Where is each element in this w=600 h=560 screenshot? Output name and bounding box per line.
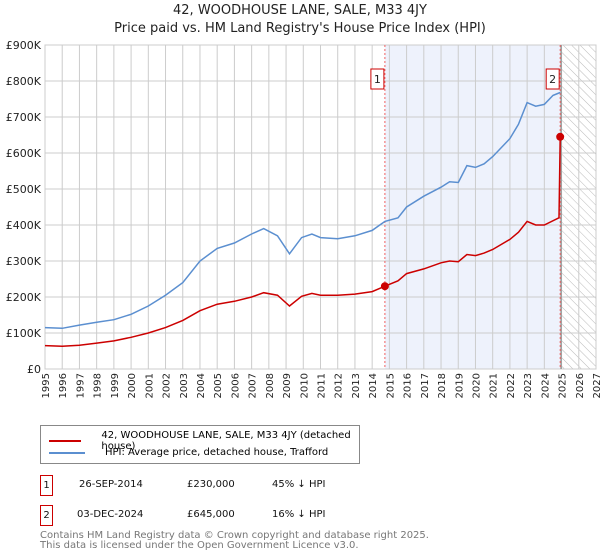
- legend-blue-line: [49, 451, 85, 454]
- x-tick-label: 1996: [58, 373, 69, 398]
- x-tick-label: 2021: [489, 373, 500, 398]
- annotation-label: 2: [549, 73, 556, 86]
- x-tick-label: 2004: [196, 373, 207, 398]
- x-tick-label: 2011: [317, 373, 328, 398]
- plot-frame: [44, 44, 597, 370]
- x-tick-label: 2019: [454, 373, 465, 398]
- x-tick-label: 2016: [403, 373, 414, 398]
- hpi-line: [44, 91, 561, 330]
- footer-copyright: Contains HM Land Registry data © Crown c…: [40, 530, 429, 541]
- y-tick-label: £200K: [6, 291, 42, 304]
- annotation-box: [545, 68, 560, 90]
- x-tick-label: 2000: [127, 373, 138, 398]
- x-tick-label: 2010: [299, 373, 310, 398]
- shaded-period: [384, 45, 561, 369]
- legend: 42, WOODHOUSE LANE, SALE, M33 4JY (detac…: [40, 425, 360, 464]
- x-tick-label: 2002: [162, 373, 173, 398]
- transaction-price: £230,000: [187, 479, 235, 490]
- y-tick-label: £700K: [6, 111, 42, 124]
- annotation-label: 1: [374, 73, 381, 86]
- y-tick-label: £400K: [6, 219, 42, 232]
- x-tick-label: 2001: [144, 373, 155, 398]
- x-tick-label: 2006: [230, 373, 241, 398]
- sale-point: [556, 132, 565, 141]
- legend-red-line: [49, 440, 82, 442]
- x-tick-label: 2003: [179, 373, 190, 398]
- transaction-row: 1 26-SEP-2014 £230,000 45% ↓ HPI: [40, 475, 440, 497]
- transaction-date: 03-DEC-2024: [77, 509, 144, 520]
- footer-licence: This data is licensed under the Open Gov…: [40, 540, 359, 551]
- x-tick-label: 2015: [385, 373, 396, 398]
- x-tick-label: 2014: [368, 373, 379, 398]
- transaction-hpi: 45% ↓ HPI: [272, 479, 326, 490]
- x-tick-label: 2009: [282, 373, 293, 398]
- x-tick-label: 2026: [575, 373, 586, 398]
- marker-badge: 2: [40, 505, 53, 526]
- x-tick-label: 2027: [592, 373, 600, 398]
- x-tick-label: 2012: [334, 373, 345, 398]
- annotation-box: [370, 68, 385, 90]
- x-tick-label: 2008: [265, 373, 276, 398]
- transaction-date: 26-SEP-2014: [79, 479, 143, 490]
- x-tick-label: 1998: [93, 373, 104, 398]
- chart-subtitle: Price paid vs. HM Land Registry's House …: [114, 21, 486, 36]
- chart-title: 42, WOODHOUSE LANE, SALE, M33 4JY: [173, 3, 427, 18]
- x-tick-label: 2017: [420, 373, 431, 398]
- sale-point: [380, 282, 389, 291]
- price-chart: 1995 1996 1997 1998 1999 2000 2001 2002 2003 2004…: [6, 39, 600, 398]
- x-tick-label: 1999: [110, 373, 121, 398]
- x-tick-label: 2025: [558, 373, 569, 398]
- x-tick-label: 2013: [351, 373, 362, 398]
- transaction-row: 2 03-DEC-2024 £645,000 16% ↓ HPI: [40, 505, 440, 527]
- footer: Contains HM Land Registry data © Crown c…: [40, 531, 429, 551]
- x-tick-label: 1997: [75, 373, 86, 398]
- y-tick-label: £800K: [6, 75, 42, 88]
- y-tick-label: £900K: [6, 39, 42, 52]
- x-tick-label: 2005: [213, 373, 224, 398]
- y-tick-label: £600K: [6, 147, 42, 160]
- transaction-hpi: 16% ↓ HPI: [272, 509, 326, 520]
- y-tick-label: £0: [27, 363, 41, 376]
- legend-blue-label: HPI: Average price, detached house, Traf…: [105, 447, 329, 458]
- y-tick-label: £300K: [6, 255, 42, 268]
- legend-red-label: 42, WOODHOUSE LANE, SALE, M33 4JY (detac…: [101, 430, 351, 452]
- x-tick-label: 2007: [248, 373, 259, 398]
- x-tick-label: 1995: [41, 373, 52, 398]
- y-tick-label: £500K: [6, 183, 42, 196]
- y-tick-label: £100K: [6, 327, 42, 340]
- marker-badge: 1: [40, 475, 53, 496]
- x-tick-label: 2022: [506, 373, 517, 398]
- x-tick-label: 2023: [523, 373, 534, 398]
- x-tick-label: 2018: [437, 373, 448, 398]
- x-tick-label: 2020: [471, 373, 482, 398]
- x-tick-label: 2024: [540, 373, 551, 398]
- transaction-price: £645,000: [187, 509, 235, 520]
- price-paid-line: [44, 136, 561, 348]
